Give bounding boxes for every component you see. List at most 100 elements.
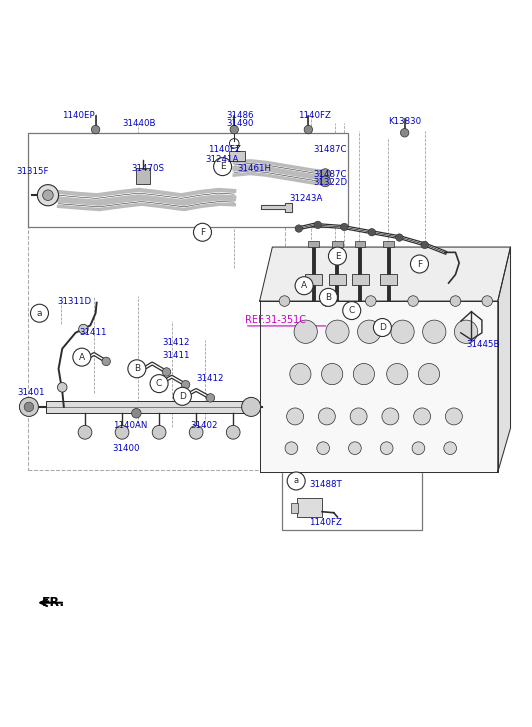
Circle shape [295, 225, 303, 232]
Circle shape [382, 408, 399, 425]
Text: 31412: 31412 [163, 338, 190, 347]
Circle shape [189, 425, 203, 439]
Circle shape [226, 425, 240, 439]
Text: 31311D: 31311D [57, 297, 91, 305]
Circle shape [279, 296, 290, 306]
Circle shape [422, 320, 446, 343]
Text: 1140FZ: 1140FZ [310, 518, 342, 527]
Circle shape [340, 223, 348, 230]
Text: 31412: 31412 [196, 374, 223, 383]
Circle shape [295, 277, 313, 294]
Text: C: C [348, 306, 355, 315]
Circle shape [343, 302, 361, 320]
Circle shape [358, 320, 381, 343]
Bar [136, 168, 149, 183]
Circle shape [79, 324, 88, 334]
Bar [332, 241, 343, 247]
Circle shape [115, 425, 129, 439]
Text: E: E [335, 252, 340, 260]
Text: a: a [37, 309, 42, 318]
Circle shape [285, 442, 298, 454]
Bar [384, 241, 394, 247]
Circle shape [24, 402, 34, 411]
Polygon shape [260, 247, 511, 301]
Circle shape [482, 296, 493, 306]
Circle shape [320, 169, 330, 180]
Text: 31401: 31401 [17, 388, 45, 397]
Circle shape [287, 472, 305, 490]
Circle shape [19, 398, 38, 417]
Text: B: B [326, 293, 331, 302]
Circle shape [181, 380, 190, 389]
Circle shape [43, 190, 53, 201]
Text: C: C [156, 379, 162, 388]
Circle shape [30, 304, 48, 322]
Circle shape [391, 320, 414, 343]
Text: E: E [220, 162, 226, 171]
Circle shape [380, 442, 393, 454]
Circle shape [318, 408, 335, 425]
Text: 31241A: 31241A [205, 155, 238, 164]
Circle shape [396, 234, 403, 241]
Circle shape [421, 241, 428, 249]
Circle shape [418, 364, 439, 385]
Bar [355, 241, 365, 247]
Bar [380, 273, 397, 285]
Text: 31402: 31402 [191, 422, 218, 430]
Text: 31486: 31486 [226, 111, 254, 121]
Text: 1140EP: 1140EP [62, 111, 95, 121]
Circle shape [373, 318, 392, 337]
Text: 31445B: 31445B [466, 340, 500, 350]
Circle shape [408, 296, 418, 306]
Text: 1140AN: 1140AN [113, 422, 147, 430]
Circle shape [319, 289, 337, 306]
Circle shape [153, 380, 162, 389]
Text: 31440B: 31440B [122, 119, 155, 128]
Circle shape [328, 247, 346, 265]
Circle shape [230, 125, 238, 134]
Text: 31461H: 31461H [237, 164, 271, 173]
Circle shape [454, 320, 478, 343]
Circle shape [321, 364, 343, 385]
Text: 31315F: 31315F [16, 167, 49, 177]
Text: K13830: K13830 [388, 117, 421, 126]
Circle shape [37, 185, 59, 206]
Circle shape [401, 129, 409, 137]
Circle shape [206, 393, 215, 402]
Bar [282, 471, 422, 530]
Text: A: A [79, 353, 85, 361]
Text: 31411: 31411 [80, 329, 107, 337]
Circle shape [162, 368, 171, 376]
Polygon shape [260, 301, 498, 472]
Polygon shape [498, 247, 511, 472]
Bar [28, 226, 285, 470]
Circle shape [326, 320, 349, 343]
Circle shape [350, 408, 367, 425]
Text: a: a [294, 476, 299, 486]
Text: REF.31-351C: REF.31-351C [245, 315, 306, 324]
Circle shape [450, 296, 461, 306]
Circle shape [365, 296, 376, 306]
Text: 31411: 31411 [163, 351, 190, 360]
Bar [292, 503, 298, 513]
Circle shape [411, 255, 428, 273]
Text: 1140FZ: 1140FZ [208, 145, 240, 153]
Circle shape [414, 408, 430, 425]
Text: 31487C: 31487C [314, 145, 347, 153]
Text: F: F [200, 228, 205, 237]
Text: 31488T: 31488T [310, 480, 342, 489]
Circle shape [242, 398, 261, 417]
Text: 31487C: 31487C [314, 169, 347, 179]
Circle shape [387, 364, 408, 385]
Circle shape [78, 425, 92, 439]
Bar [229, 150, 245, 161]
Bar [329, 273, 346, 285]
Circle shape [173, 387, 192, 406]
Circle shape [368, 228, 376, 236]
Text: A: A [301, 281, 307, 290]
Bar [28, 133, 348, 227]
Text: 31400: 31400 [113, 443, 140, 453]
Circle shape [194, 223, 212, 241]
Circle shape [317, 442, 329, 454]
Bar [46, 401, 247, 413]
